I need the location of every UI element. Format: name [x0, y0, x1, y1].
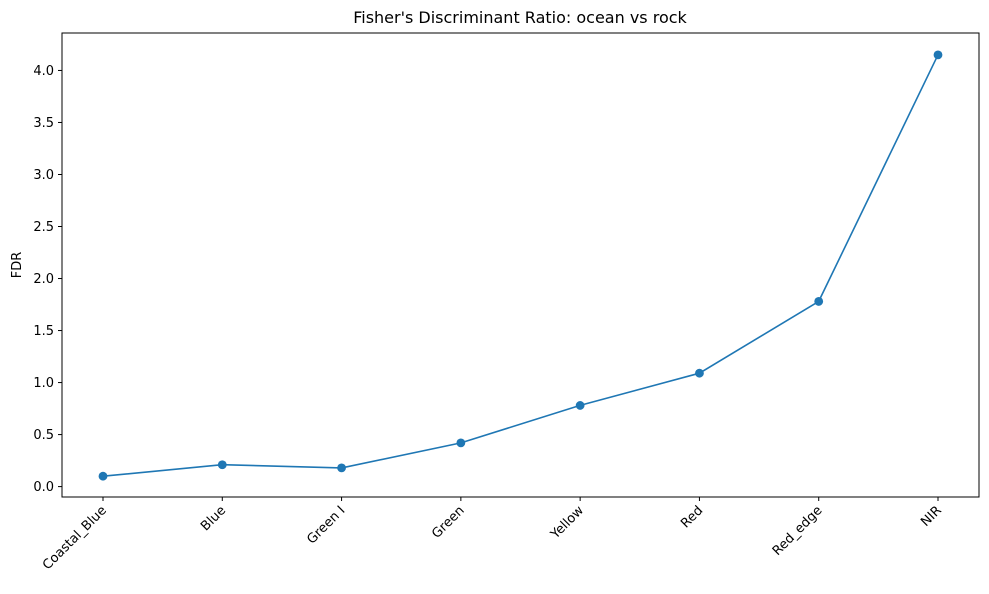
data-point: [695, 368, 704, 378]
y-tick-label: 2.0: [33, 272, 54, 287]
y-tick-label: 2.5: [33, 220, 54, 235]
series-line: [102, 54, 939, 477]
data-point: [337, 463, 346, 473]
chart-title: Fisher's Discriminant Ratio: ocean vs ro…: [353, 8, 687, 27]
y-tick-label: 0.5: [33, 428, 54, 443]
y-tick-label: 1.0: [33, 376, 54, 391]
y-tick-label: 3.5: [33, 116, 54, 131]
y-tick-label: 4.0: [33, 64, 54, 79]
y-axis-label: FDR: [10, 252, 25, 279]
data-point: [933, 50, 943, 60]
axes-frame: [61, 32, 980, 498]
data-point: [814, 297, 824, 306]
data-point: [575, 401, 585, 410]
y-tick-label: 1.5: [33, 324, 54, 339]
data-point: [456, 438, 466, 448]
data-point: [98, 471, 108, 481]
y-tick-label: 3.0: [33, 168, 54, 183]
data-point: [217, 460, 227, 470]
y-tick-label: 0.0: [33, 480, 54, 495]
